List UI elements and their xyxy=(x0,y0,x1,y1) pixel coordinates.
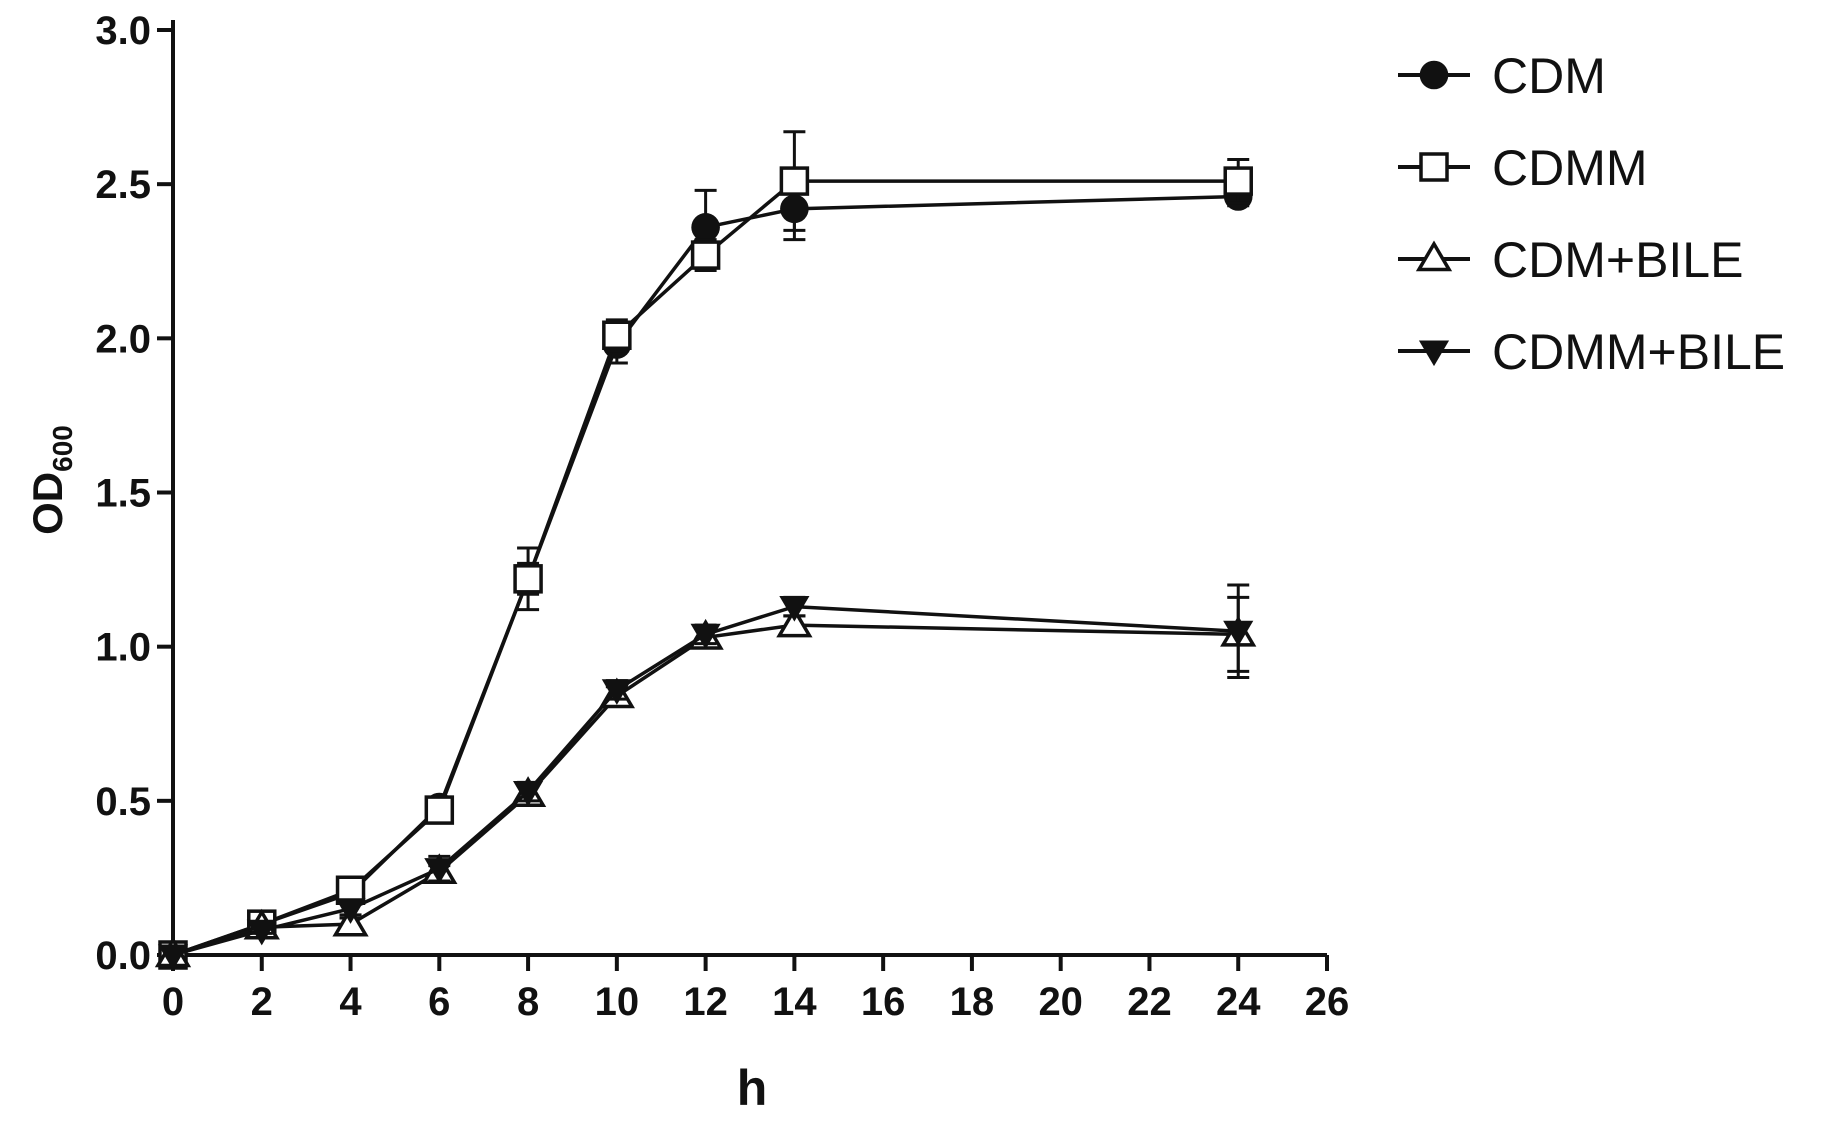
y-tick-label: 3.0 xyxy=(95,9,151,53)
legend-item-cdm-bile: CDM+BILE xyxy=(1398,232,1743,288)
x-tick-label: 18 xyxy=(950,980,995,1024)
series-line-cdmm-bile xyxy=(172,604,1239,957)
legend-label: CDM xyxy=(1492,48,1606,104)
x-axis-label: h xyxy=(737,1060,768,1116)
x-tick-label: 2 xyxy=(251,980,273,1024)
series-layer xyxy=(154,130,1257,971)
data-point-cdmm-bile xyxy=(335,898,366,924)
y-tick-label: 2.5 xyxy=(95,163,151,207)
x-tick-label: 22 xyxy=(1127,980,1172,1024)
data-point-cdmm xyxy=(779,166,810,196)
legend-label: CDMM xyxy=(1492,140,1648,196)
series-cdm xyxy=(158,176,1253,970)
data-point-cdmm-bile xyxy=(690,623,721,650)
legend-marker xyxy=(1418,340,1450,367)
data-point-cdmm-bile xyxy=(1223,620,1254,647)
legend-marker xyxy=(1419,152,1449,182)
data-point-cdmm-bile xyxy=(157,944,189,971)
data-point-cdmm xyxy=(1223,166,1253,196)
x-tick-label: 20 xyxy=(1038,980,1083,1024)
x-tick-label: 6 xyxy=(428,980,450,1024)
x-tick-label: 24 xyxy=(1216,980,1261,1024)
data-point-cdmm xyxy=(690,240,721,270)
x-tick-label: 4 xyxy=(339,980,362,1024)
x-tick-label: 8 xyxy=(517,980,539,1024)
data-point-cdmm xyxy=(513,564,543,594)
data-point-cdmm xyxy=(602,320,632,350)
x-tick-label: 26 xyxy=(1305,980,1350,1024)
y-tick-label: 1.5 xyxy=(95,472,151,516)
x-tick-label: 16 xyxy=(861,980,906,1024)
x-tick-label: 12 xyxy=(683,980,728,1024)
x-tick-label: 10 xyxy=(595,980,640,1024)
legend: CDM CDMM CDM+BILE CDMM+BILE xyxy=(1398,48,1785,380)
series-line-cdm xyxy=(172,194,1239,957)
y-tick-label: 2.0 xyxy=(95,317,151,361)
y-tick-label: 0.0 xyxy=(95,934,151,978)
series-cdm-bile xyxy=(154,595,1257,968)
series-line-cdmm xyxy=(172,179,1239,957)
y-tick-label: 1.0 xyxy=(95,626,151,670)
series-line-cdm-bile xyxy=(172,623,1239,957)
data-point-cdm-bile xyxy=(776,606,813,638)
svg-text:OD600: OD600 xyxy=(24,425,78,535)
x-tick-label: 14 xyxy=(772,980,817,1024)
legend-label: CDMM+BILE xyxy=(1492,324,1785,380)
legend-marker xyxy=(1415,240,1453,272)
y-axis-label-subscript: 600 xyxy=(47,425,78,472)
legend-item-cdmm: CDMM xyxy=(1398,140,1648,196)
x-tick-label: 0 xyxy=(162,980,184,1024)
x-axis-ticks: 0 2 4 6 8 10 12 14 16 18 20 22 24 26 xyxy=(162,955,1349,1024)
y-tick-label: 0.5 xyxy=(95,780,151,824)
data-point-cdmm xyxy=(424,795,455,825)
y-axis-label-main: OD xyxy=(24,472,71,535)
data-point-cdmm-bile xyxy=(424,858,455,884)
data-point-cdmm-bile xyxy=(601,679,632,705)
data-point-cdm xyxy=(691,213,720,242)
data-point-cdmm-bile xyxy=(512,781,544,807)
data-point-cdmm-bile xyxy=(246,919,277,946)
series-cdmm xyxy=(158,130,1253,970)
legend-item-cdmm-bile: CDMM+BILE xyxy=(1398,324,1785,380)
y-axis-label: OD600 xyxy=(24,425,78,535)
y-axis-ticks: 0.0 0.5 1.0 1.5 2.0 2.5 3.0 xyxy=(95,9,173,978)
series-cdmm-bile xyxy=(157,583,1254,971)
legend-label: CDM+BILE xyxy=(1492,232,1743,288)
axes xyxy=(171,20,1327,957)
legend-item-cdm: CDM xyxy=(1398,48,1606,104)
data-point-cdmm-bile xyxy=(779,596,810,622)
legend-marker xyxy=(1419,60,1449,90)
